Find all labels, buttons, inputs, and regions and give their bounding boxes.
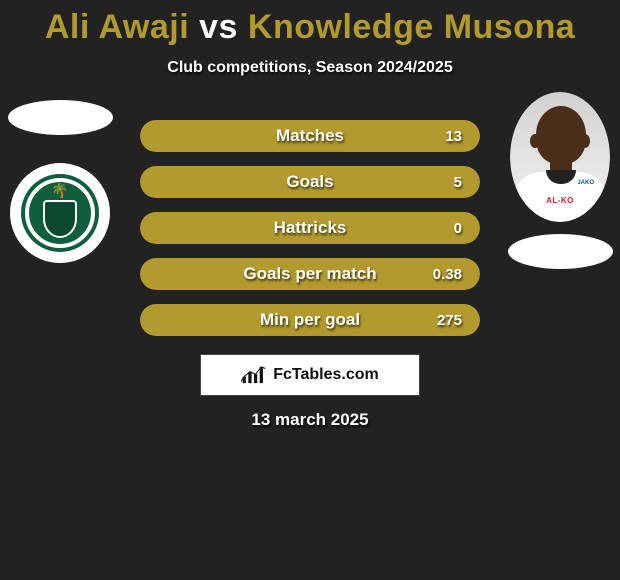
date-text: 13 march 2025 — [0, 410, 620, 430]
title-vs: vs — [199, 8, 238, 46]
stat-bar: Min per goal275 — [140, 304, 480, 336]
player2-column: JAKO AL-KO — [500, 100, 620, 269]
stat-label: Hattricks — [140, 218, 480, 238]
stat-label: Min per goal — [140, 310, 480, 330]
player1-column: 🌴 — [0, 100, 120, 263]
page-title: Ali Awaji vs Knowledge Musona — [0, 0, 620, 47]
stat-value-right: 0.38 — [433, 266, 462, 283]
branding-box[interactable]: FcTables.com — [200, 354, 420, 396]
stat-label: Goals — [140, 172, 480, 192]
jersey-sponsor: AL-KO — [510, 196, 610, 205]
stats-bars: Matches13 Goals5 Hattricks0 Goals per match… — [140, 120, 480, 336]
stat-value-right: 275 — [437, 312, 462, 329]
player2-photo: JAKO AL-KO — [510, 92, 610, 222]
title-player1: Ali Awaji — [45, 8, 189, 46]
stat-value-right: 13 — [445, 128, 462, 145]
crest-icon: 🌴 — [21, 174, 99, 252]
stat-label: Matches — [140, 126, 480, 146]
title-player2: Knowledge Musona — [248, 8, 575, 46]
stat-bar: Goals per match0.38 — [140, 258, 480, 290]
stat-label: Goals per match — [140, 264, 480, 284]
bars-chart-icon — [241, 365, 267, 385]
stat-bar: Matches13 — [140, 120, 480, 152]
jersey-brand: JAKO — [577, 180, 594, 186]
subtitle: Club competitions, Season 2024/2025 — [0, 59, 620, 77]
player2-club-placeholder — [508, 234, 613, 269]
player1-club-crest: 🌴 — [10, 163, 110, 263]
stat-bar: Goals5 — [140, 166, 480, 198]
branding-text: FcTables.com — [273, 366, 379, 384]
stat-value-right: 0 — [454, 220, 462, 237]
player1-photo-placeholder — [8, 100, 113, 135]
stat-value-right: 5 — [454, 174, 462, 191]
stat-bar: Hattricks0 — [140, 212, 480, 244]
